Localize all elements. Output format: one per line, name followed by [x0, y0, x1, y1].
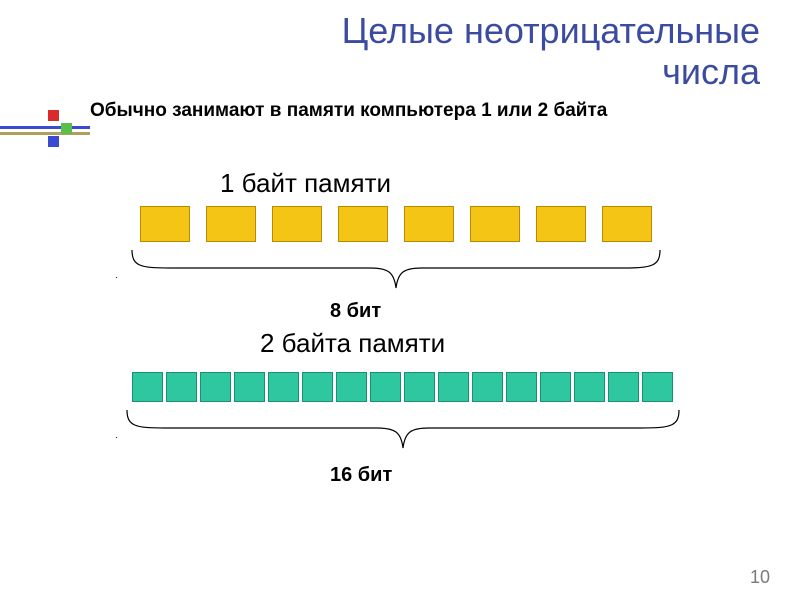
brace-16-bit	[125, 408, 681, 458]
byte2-cell	[506, 372, 537, 402]
row-8-cells	[140, 206, 652, 242]
byte1-cell	[338, 206, 388, 242]
label-16-bit: 16 бит	[330, 464, 392, 487]
byte1-cell	[140, 206, 190, 242]
decor-square-1	[48, 110, 59, 121]
byte1-cell	[206, 206, 256, 242]
byte1-cell	[404, 206, 454, 242]
byte2-cell	[370, 372, 401, 402]
label-8-bit: 8 бит	[330, 300, 381, 323]
title-line-1: Целые неотрицательные	[342, 10, 760, 51]
title-line-2: числа	[662, 51, 760, 92]
byte2-cell	[540, 372, 571, 402]
byte2-cell	[234, 372, 265, 402]
label-2-byte: 2 байта памяти	[260, 328, 445, 359]
byte2-cell	[302, 372, 333, 402]
label-1-byte: 1 байт памяти	[220, 168, 391, 199]
decor-square-3	[48, 136, 59, 147]
byte2-cell	[574, 372, 605, 402]
byte2-cell	[642, 372, 673, 402]
decor-square-2	[61, 123, 72, 134]
byte1-cell	[536, 206, 586, 242]
subtitle-text: Обычно занимают в памяти компьютера 1 ил…	[90, 100, 607, 122]
byte1-cell	[470, 206, 520, 242]
byte2-cell	[200, 372, 231, 402]
byte2-cell	[438, 372, 469, 402]
byte2-cell	[336, 372, 367, 402]
byte2-cell	[166, 372, 197, 402]
decor-line-top	[0, 126, 90, 129]
dot-left-2: .	[115, 430, 118, 441]
byte2-cell	[608, 372, 639, 402]
dot-left-1: .	[115, 270, 118, 281]
byte1-cell	[602, 206, 652, 242]
byte2-cell	[132, 372, 163, 402]
row-16-cells	[132, 372, 673, 402]
byte2-cell	[268, 372, 299, 402]
page-number: 10	[750, 567, 770, 588]
decor-line-bottom	[0, 132, 90, 135]
page-title: Целые неотрицательные числа	[342, 10, 760, 93]
byte2-cell	[404, 372, 435, 402]
byte1-cell	[272, 206, 322, 242]
byte2-cell	[472, 372, 503, 402]
brace-8-bit	[130, 248, 662, 298]
